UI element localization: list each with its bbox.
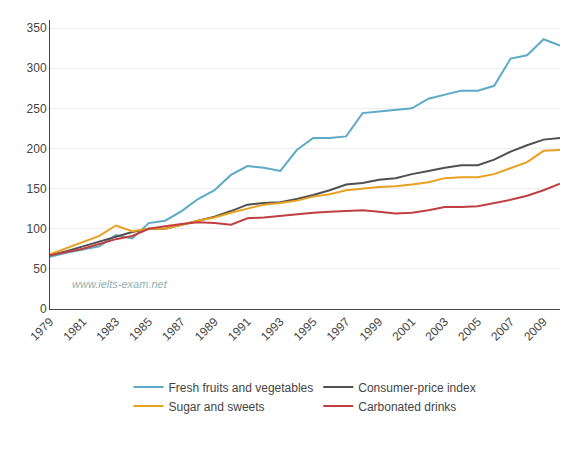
svg-text:150: 150 — [27, 182, 47, 196]
svg-text:1997: 1997 — [324, 315, 353, 344]
svg-text:1993: 1993 — [258, 315, 287, 344]
svg-text:2005: 2005 — [455, 315, 484, 344]
svg-text:100: 100 — [27, 222, 47, 236]
svg-text:1979: 1979 — [28, 315, 57, 344]
svg-text:1983: 1983 — [93, 315, 122, 344]
svg-text:1987: 1987 — [159, 315, 188, 344]
svg-text:Fresh fruits and vegetables: Fresh fruits and vegetables — [169, 381, 314, 395]
svg-text:200: 200 — [27, 142, 47, 156]
svg-text:1981: 1981 — [60, 315, 89, 344]
svg-text:350: 350 — [27, 21, 47, 35]
svg-text:Consumer-price index: Consumer-price index — [358, 381, 475, 395]
svg-text:2001: 2001 — [390, 315, 419, 344]
svg-text:1995: 1995 — [291, 315, 320, 344]
svg-text:1999: 1999 — [357, 315, 386, 344]
svg-text:1989: 1989 — [192, 315, 221, 344]
svg-text:2007: 2007 — [488, 315, 517, 344]
svg-text:250: 250 — [27, 102, 47, 116]
svg-text:2003: 2003 — [422, 315, 451, 344]
svg-text:Carbonated drinks: Carbonated drinks — [358, 400, 456, 414]
svg-text:300: 300 — [27, 61, 47, 75]
svg-text:0: 0 — [40, 302, 47, 316]
svg-text:2009: 2009 — [521, 315, 550, 344]
svg-text:1985: 1985 — [126, 315, 155, 344]
svg-text:Sugar and sweets: Sugar and sweets — [169, 400, 265, 414]
svg-text:1991: 1991 — [225, 315, 254, 344]
svg-text:50: 50 — [33, 262, 47, 276]
svg-text:www.ielts-exam.net: www.ielts-exam.net — [72, 278, 168, 290]
